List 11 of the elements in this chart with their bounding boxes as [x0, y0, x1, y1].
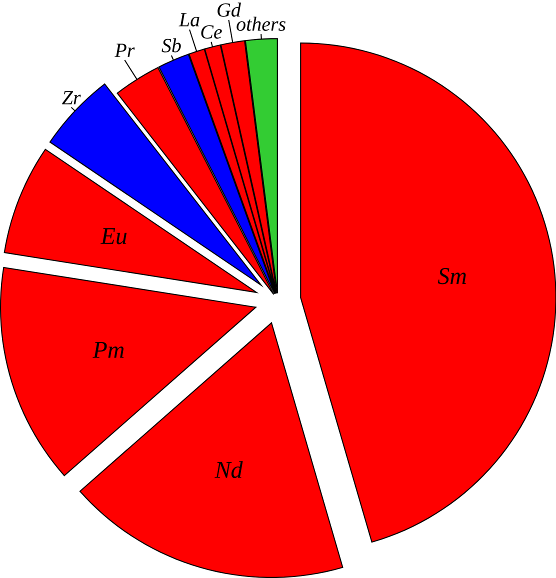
slice-label: Eu	[100, 228, 126, 244]
slice-label: Sb	[161, 38, 181, 52]
slice-label: Pr	[114, 44, 135, 57]
slice-label: others	[236, 16, 286, 31]
slice-label: Gd	[217, 2, 241, 17]
slice-label: Ce	[201, 25, 222, 39]
slice-label: Zr	[62, 91, 81, 104]
slice-label: Sm	[438, 268, 466, 284]
slice-label: Nd	[214, 461, 243, 478]
slice-label: La	[178, 13, 200, 26]
slice-label: Pm	[92, 342, 124, 358]
